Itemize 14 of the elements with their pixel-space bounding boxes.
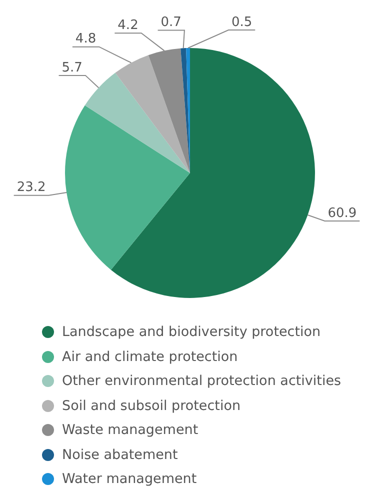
legend-label: Noise abatement [62,446,178,463]
data-label: 0.5 [231,14,252,30]
data-label: 23.2 [16,180,46,196]
data-label: 4.2 [118,18,138,33]
legend-label: Water management [62,471,197,488]
data-label: 4.8 [75,32,96,47]
legend-label: Landscape and biodiversity protection [62,324,321,340]
data-label: 5.7 [62,60,82,76]
legend-label: Other environmental protection activities [62,373,342,390]
data-label: 0.7 [160,15,182,30]
data-label: 60.9 [328,206,357,221]
legend-label: Waste management [62,422,198,438]
legend-label: Soil and subsoil protection [62,398,241,414]
legend-label: Air and climate protection [62,348,238,365]
